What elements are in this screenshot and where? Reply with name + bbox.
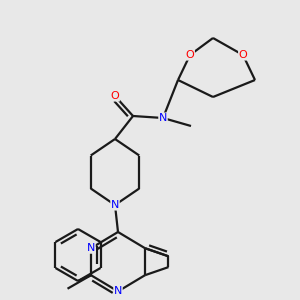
- Text: N: N: [87, 243, 95, 253]
- Text: O: O: [238, 50, 247, 60]
- Text: N: N: [159, 113, 167, 123]
- Text: O: O: [186, 50, 194, 60]
- Text: O: O: [111, 91, 119, 101]
- Text: N: N: [114, 286, 122, 296]
- Text: N: N: [111, 200, 119, 210]
